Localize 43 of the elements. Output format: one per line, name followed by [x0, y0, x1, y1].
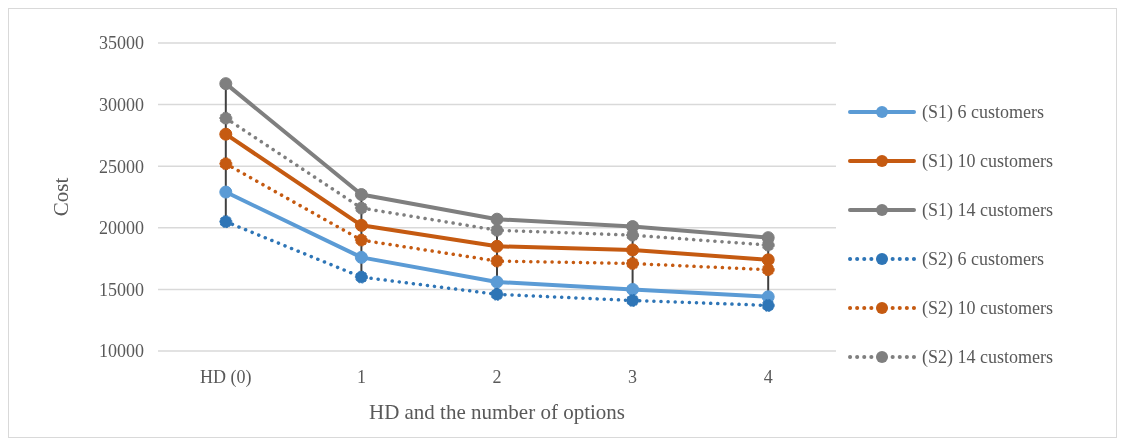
x-tick-label: 2	[492, 367, 502, 387]
point	[490, 212, 504, 226]
point	[626, 257, 640, 271]
point	[219, 215, 233, 229]
point	[626, 243, 640, 257]
y-axis-title: Cost	[49, 177, 73, 217]
point	[626, 293, 640, 307]
point	[354, 270, 368, 284]
point	[490, 223, 504, 237]
point	[219, 185, 233, 199]
point	[219, 111, 233, 125]
point	[490, 275, 504, 289]
x-tick-label: HD (0)	[200, 367, 252, 388]
legend-label: (S1) 10 customers	[922, 151, 1053, 173]
point	[354, 188, 368, 202]
point	[354, 250, 368, 264]
legend-label: (S1) 14 customers	[922, 200, 1053, 222]
point	[761, 263, 775, 277]
point	[490, 239, 504, 253]
point	[354, 233, 368, 247]
point	[219, 77, 233, 91]
point	[490, 254, 504, 268]
x-tick-label: 3	[628, 367, 638, 387]
point	[490, 287, 504, 301]
y-tick-label: 10000	[99, 341, 144, 362]
point	[626, 282, 640, 296]
legend-label: (S1) 6 customers	[922, 102, 1044, 124]
y-tick-label: 20000	[99, 218, 144, 239]
point	[354, 218, 368, 232]
point	[219, 157, 233, 171]
y-tick-label: 35000	[99, 33, 144, 54]
y-tick-label: 15000	[99, 279, 144, 300]
point	[219, 127, 233, 141]
y-tick-label: 25000	[99, 156, 144, 177]
y-tick-label: 30000	[99, 94, 144, 115]
legend-label: (S2) 14 customers	[922, 347, 1053, 369]
x-axis-title: HD and the number of options	[368, 400, 626, 424]
point	[354, 201, 368, 215]
legend-label: (S2) 6 customers	[922, 249, 1044, 271]
point	[761, 298, 775, 312]
x-tick-label: 4	[763, 367, 773, 387]
x-tick-label: 1	[356, 367, 366, 387]
legend-label: (S2) 10 customers	[922, 298, 1053, 320]
